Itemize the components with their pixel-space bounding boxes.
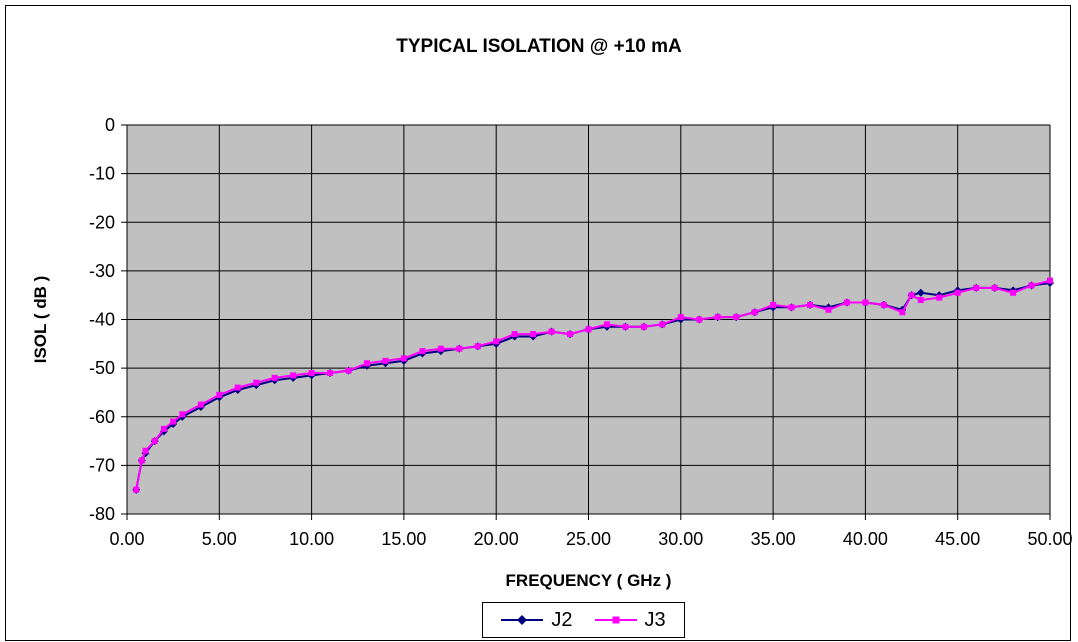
data-point-j3: [659, 321, 666, 328]
data-point-j3: [290, 372, 297, 379]
data-point-j3: [363, 360, 370, 367]
data-point-j3: [548, 328, 555, 335]
data-point-j3: [807, 301, 814, 308]
legend-key-j3: [594, 616, 637, 624]
y-tick-label: -10: [89, 164, 115, 184]
data-point-j3: [1010, 289, 1017, 296]
y-tick-label: -70: [89, 455, 115, 475]
data-point-j3: [714, 314, 721, 321]
data-point-j3: [437, 345, 444, 352]
data-point-j3: [197, 401, 204, 408]
data-point-j3: [954, 289, 961, 296]
x-tick-label: 40.00: [843, 529, 888, 549]
data-point-j3: [1028, 282, 1035, 289]
x-tick-label: 30.00: [658, 529, 703, 549]
data-point-j3: [917, 297, 924, 304]
data-point-j3: [733, 314, 740, 321]
data-point-j3: [179, 411, 186, 418]
data-point-j2: [916, 288, 925, 297]
legend-label-j3: J3: [644, 608, 666, 631]
data-point-j3: [216, 391, 223, 398]
data-point-j3: [991, 284, 998, 291]
legend-label-j2: J2: [551, 608, 573, 631]
x-tick-label: 10.00: [289, 529, 334, 549]
data-point-j3: [419, 348, 426, 355]
data-point-j3: [234, 384, 241, 391]
x-tick-label: 20.00: [474, 529, 519, 549]
data-point-j3: [456, 345, 463, 352]
data-point-j3: [400, 355, 407, 362]
data-point-j3: [899, 309, 906, 316]
y-tick-label: -20: [89, 212, 115, 232]
data-point-j3: [770, 301, 777, 308]
data-point-j3: [880, 301, 887, 308]
x-axis-title: FREQUENCY ( GHz ): [506, 571, 672, 590]
x-tick-label: 35.00: [751, 529, 796, 549]
legend-item-j2: J2: [501, 608, 573, 632]
y-tick-label: -60: [89, 407, 115, 427]
x-tick-label: 0.00: [109, 529, 144, 549]
x-tick-label: 45.00: [935, 529, 980, 549]
y-tick-label: -40: [89, 310, 115, 330]
data-point-j3: [585, 326, 592, 333]
y-tick-label: 0: [105, 115, 115, 135]
data-point-j3: [160, 425, 167, 432]
data-point-j3: [253, 379, 260, 386]
data-point-j3: [843, 299, 850, 306]
data-point-j3: [936, 294, 943, 301]
y-tick-label: -80: [89, 504, 115, 524]
data-point-j3: [271, 374, 278, 381]
legend-key-j2: [501, 615, 544, 625]
legend-item-j3: J3: [594, 608, 666, 632]
data-point-j3: [603, 321, 610, 328]
data-point-j3: [862, 299, 869, 306]
x-tick-label: 25.00: [566, 529, 611, 549]
data-point-j3: [382, 357, 389, 364]
data-point-j3: [511, 331, 518, 338]
chart-legend: J2 J3: [482, 602, 685, 638]
data-point-j3: [170, 418, 177, 425]
data-point-j3: [677, 314, 684, 321]
data-point-j3: [1047, 277, 1053, 284]
data-point-j3: [308, 369, 315, 376]
data-point-j3: [345, 367, 352, 374]
data-point-j3: [493, 338, 500, 345]
data-point-j3: [327, 369, 334, 376]
data-point-j3: [151, 438, 158, 445]
y-tick-label: -50: [89, 358, 115, 378]
data-point-j3: [474, 343, 481, 350]
x-tick-label: 50.00: [1027, 529, 1072, 549]
data-point-j3: [133, 486, 140, 493]
data-point-j3: [973, 284, 980, 291]
data-point-j3: [788, 304, 795, 311]
data-point-j3: [567, 331, 574, 338]
x-tick-label: 15.00: [381, 529, 426, 549]
data-point-j3: [138, 457, 145, 464]
chart-title: TYPICAL ISOLATION @ +10 mA: [396, 36, 682, 57]
data-point-j3: [825, 306, 832, 313]
data-point-j3: [622, 323, 629, 330]
data-point-j3: [908, 292, 915, 299]
data-point-j3: [530, 331, 537, 338]
x-tick-label: 5.00: [202, 529, 237, 549]
data-point-j3: [696, 316, 703, 323]
data-point-j3: [640, 323, 647, 330]
y-tick-label: -30: [89, 261, 115, 281]
data-point-j3: [751, 309, 758, 316]
data-point-j3: [142, 447, 149, 454]
y-axis-title: ISOL ( dB ): [31, 276, 50, 364]
